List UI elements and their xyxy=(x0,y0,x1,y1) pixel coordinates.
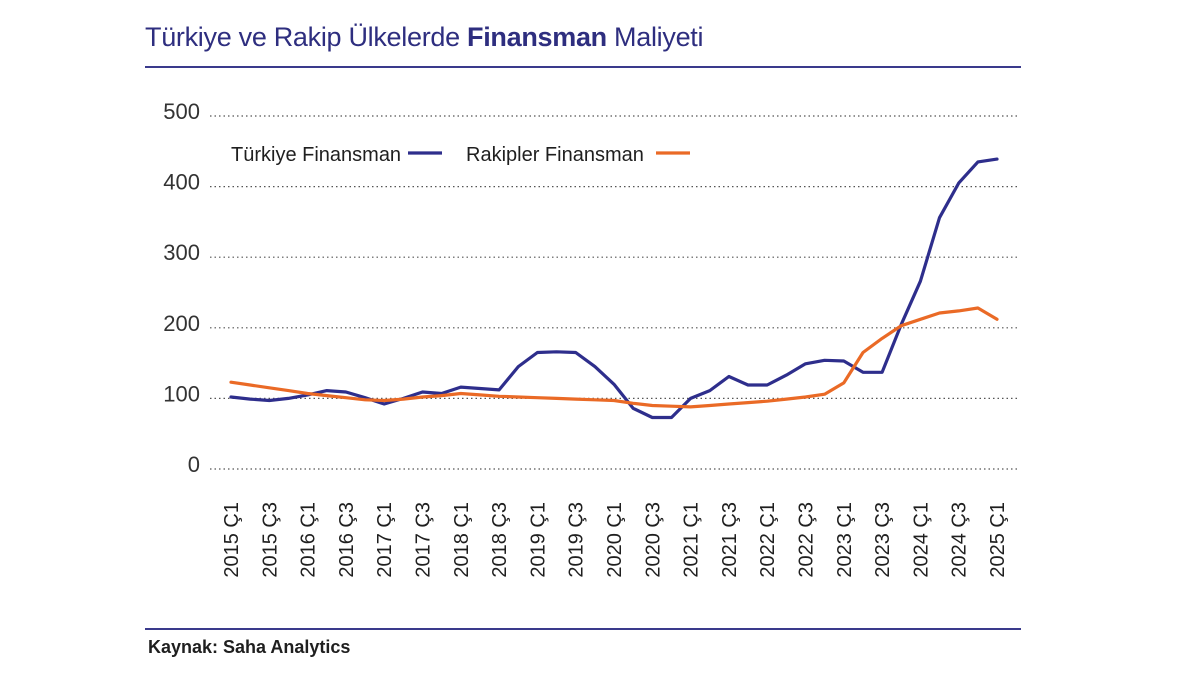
title-part-bold: Finansman xyxy=(467,22,607,52)
title-part-3: Maliyeti xyxy=(606,22,704,52)
x-tick-label: 2024 Ç1 xyxy=(910,502,932,578)
x-tick-label: 2021 Ç1 xyxy=(681,502,703,578)
legend-label-rakipler: Rakipler Finansman xyxy=(466,144,644,166)
x-tick-label: 2015 Ç3 xyxy=(259,502,281,578)
source-note: Kaynak: Saha Analytics xyxy=(148,637,351,657)
x-tick-label: 2017 Ç1 xyxy=(374,502,396,578)
chart-title: Türkiye ve Rakip Ülkelerde Finansman Mal… xyxy=(145,22,703,53)
x-tick-label: 2020 Ç1 xyxy=(604,502,626,578)
x-tick-label: 2024 Ç3 xyxy=(949,502,971,578)
x-tick-label: 2015 Ç1 xyxy=(221,502,243,578)
x-tick-label: 2018 Ç3 xyxy=(489,502,511,578)
y-tick-label-400: 400 xyxy=(163,170,200,195)
y-tick-label-300: 300 xyxy=(163,240,200,265)
y-tick-label-200: 200 xyxy=(163,311,200,336)
bottom-divider xyxy=(145,628,1021,630)
series-line-rakipler xyxy=(229,306,999,409)
x-tick-label: 2020 Ç3 xyxy=(642,502,664,578)
series-line-turkiye xyxy=(229,157,999,420)
x-tick-label: 2016 Ç1 xyxy=(298,502,320,578)
x-tick-label: 2023 Ç3 xyxy=(872,502,894,578)
y-tick-label-0: 0 xyxy=(188,452,200,477)
x-tick-label: 2016 Ç3 xyxy=(336,502,358,578)
x-tick-label: 2022 Ç1 xyxy=(757,502,779,578)
x-tick-label: 2021 Ç3 xyxy=(719,502,741,578)
top-divider xyxy=(145,66,1021,68)
title-part-1: Türkiye ve Rakip Ülkelerde xyxy=(145,22,468,52)
x-tick-label: 2019 Ç3 xyxy=(566,502,588,578)
x-tick-label: 2022 Ç3 xyxy=(796,502,818,578)
x-tick-label: 2025 Ç1 xyxy=(987,502,1009,578)
legend-label-turkiye: Türkiye Finansman xyxy=(231,144,401,166)
y-tick-label-100: 100 xyxy=(163,381,200,406)
x-tick-label: 2019 Ç1 xyxy=(527,502,549,578)
y-tick-label-500: 500 xyxy=(163,99,200,124)
x-tick-label: 2017 Ç3 xyxy=(413,502,435,578)
x-tick-label: 2023 Ç1 xyxy=(834,502,856,578)
x-tick-label: 2018 Ç1 xyxy=(451,502,473,578)
